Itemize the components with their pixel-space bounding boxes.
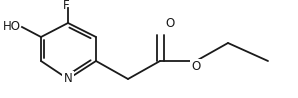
Text: F: F — [63, 0, 70, 11]
Text: N: N — [64, 73, 72, 85]
Text: HO: HO — [3, 20, 21, 33]
Text: O: O — [191, 60, 201, 74]
Text: O: O — [165, 16, 175, 29]
